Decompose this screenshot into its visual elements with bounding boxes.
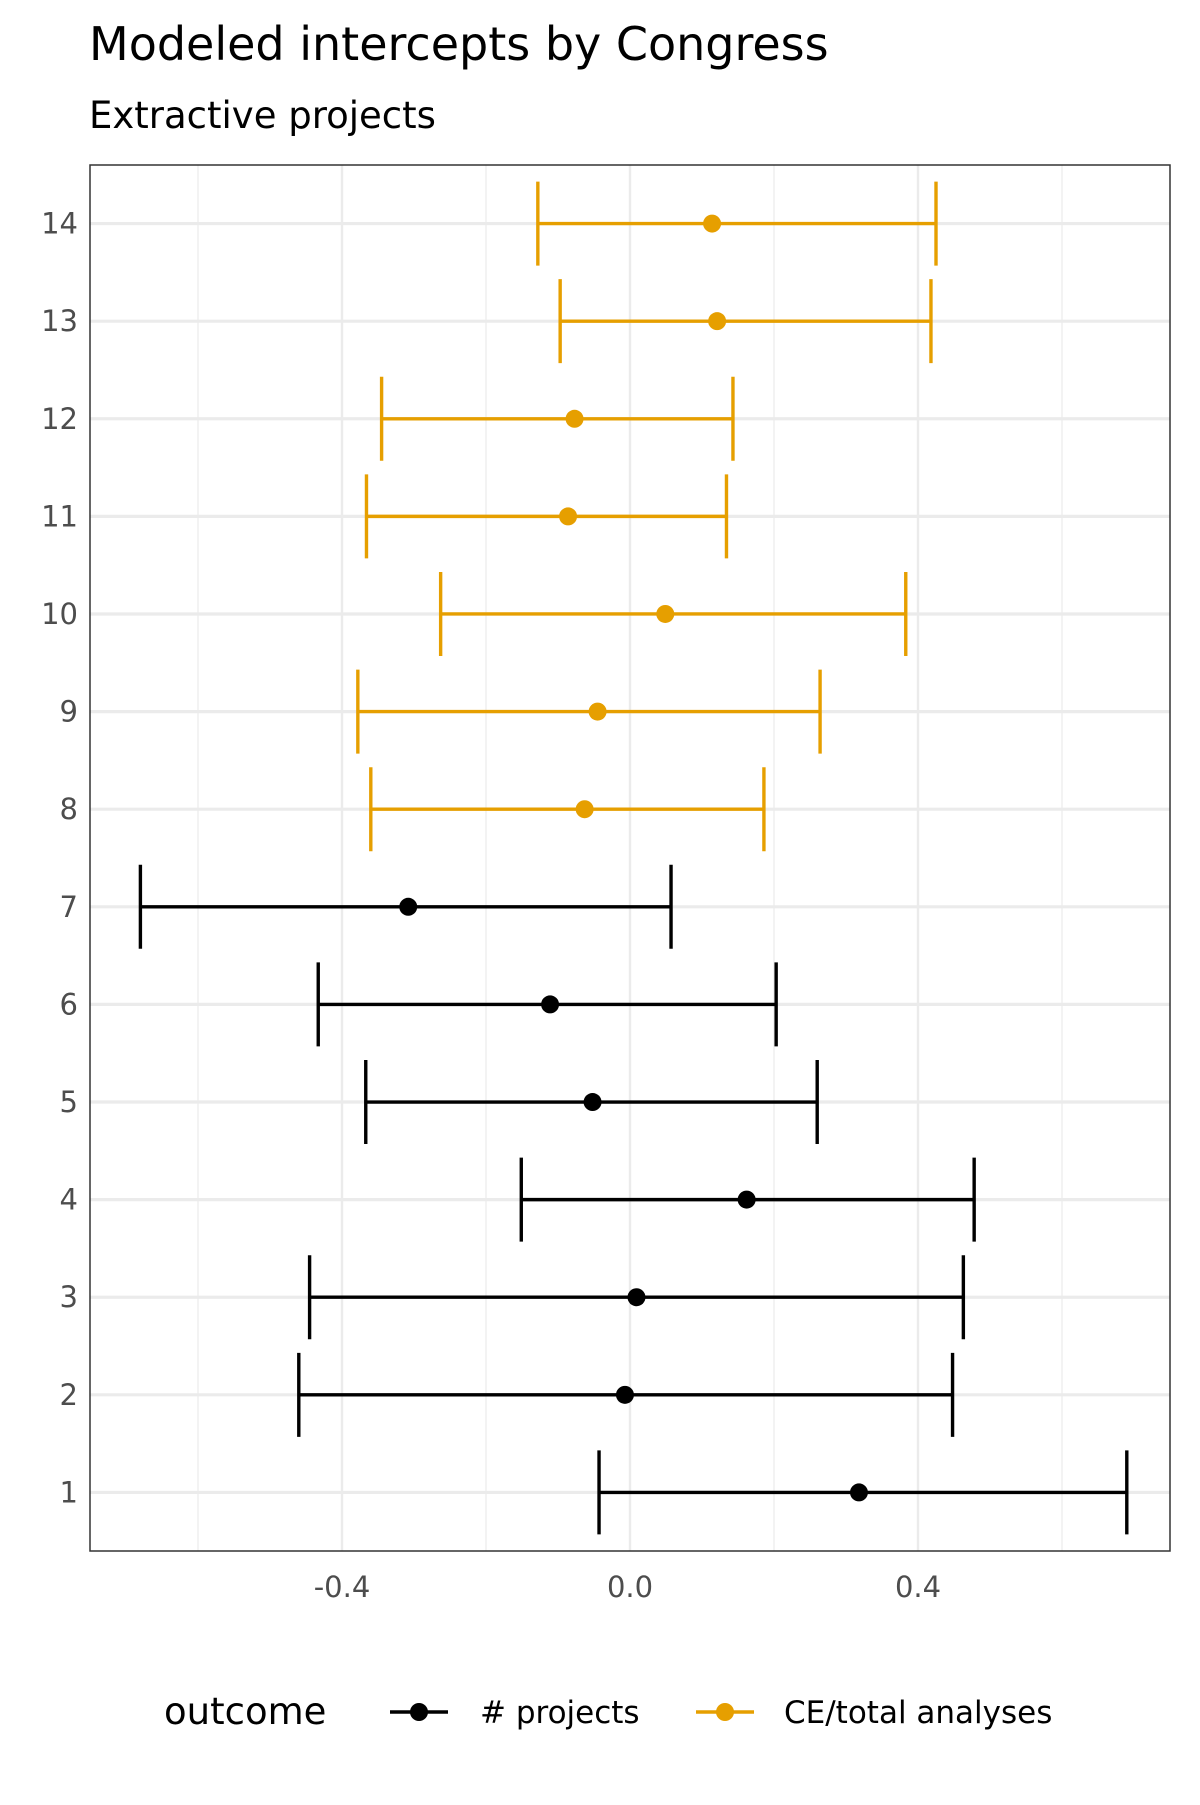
estimate-point: [583, 1093, 602, 1112]
errorbar-group: [558, 279, 933, 364]
estimate-point: [575, 800, 594, 819]
y-tick-label: 7: [60, 890, 78, 924]
x-tick-label: -0.4: [314, 1570, 371, 1604]
legend-label: CE/total analyses: [784, 1695, 1052, 1731]
estimate-point: [399, 897, 418, 916]
estimate-point: [565, 409, 584, 428]
panel-border: [89, 164, 1171, 1552]
y-tick-label: 2: [60, 1378, 78, 1412]
errorbar-group: [307, 1255, 966, 1340]
legend-items: # projects CE/total analyses: [390, 1695, 1052, 1731]
y-tick-label: 13: [41, 304, 78, 338]
estimate-point: [627, 1288, 646, 1307]
errorbar-group: [597, 1450, 1129, 1535]
errorbar-group: [364, 474, 729, 559]
y-tick-label: 10: [41, 597, 78, 631]
errorbar-group: [364, 1060, 819, 1145]
estimate-point: [737, 1190, 756, 1209]
y-tick-label: 9: [60, 695, 78, 729]
x-tick-label: 0.0: [607, 1570, 653, 1604]
chart-title: Modeled intercepts by Congress: [89, 17, 829, 71]
legend-item: CE/total analyses: [696, 1695, 1052, 1731]
errorbar-group: [356, 669, 822, 754]
errorbar-group: [316, 962, 778, 1047]
estimate-point: [708, 312, 727, 331]
errorbar-group: [438, 571, 908, 656]
estimate-point: [849, 1483, 868, 1502]
chart-subtitle: Extractive projects: [89, 94, 436, 137]
estimate-point: [559, 507, 578, 526]
errorbar-group: [138, 864, 673, 949]
y-tick-label: 1: [60, 1475, 78, 1509]
y-tick-label: 6: [60, 987, 78, 1021]
y-tick-label: 14: [41, 207, 78, 241]
legend-title: outcome: [164, 1690, 326, 1733]
y-tick-label: 8: [60, 792, 78, 826]
legend-item: # projects: [390, 1695, 640, 1731]
estimate-point: [656, 604, 675, 623]
errorbar-group: [379, 376, 735, 461]
x-tick-label: 0.4: [895, 1570, 941, 1604]
errorbar-group: [519, 1157, 976, 1242]
data-layer: [138, 181, 1129, 1535]
legend-label: # projects: [480, 1695, 640, 1731]
estimate-point: [615, 1385, 634, 1404]
y-tick-label: 12: [41, 402, 78, 436]
y-tick-label: 4: [60, 1183, 78, 1217]
y-tick-label: 3: [60, 1280, 78, 1314]
legend-key-point: [716, 1703, 734, 1721]
estimate-point: [588, 702, 607, 721]
legend-key-point: [410, 1703, 428, 1721]
errorbar-group: [536, 181, 938, 266]
y-tick-label: 5: [60, 1085, 78, 1119]
legend: outcome # projects CE/total analyses: [164, 1690, 1052, 1733]
errorbar-group: [369, 767, 766, 852]
estimate-point: [703, 214, 722, 233]
estimate-point: [541, 995, 560, 1014]
y-tick-label: 11: [41, 499, 78, 533]
errorbar-group: [297, 1352, 955, 1437]
grid-layer: [90, 165, 1170, 1551]
